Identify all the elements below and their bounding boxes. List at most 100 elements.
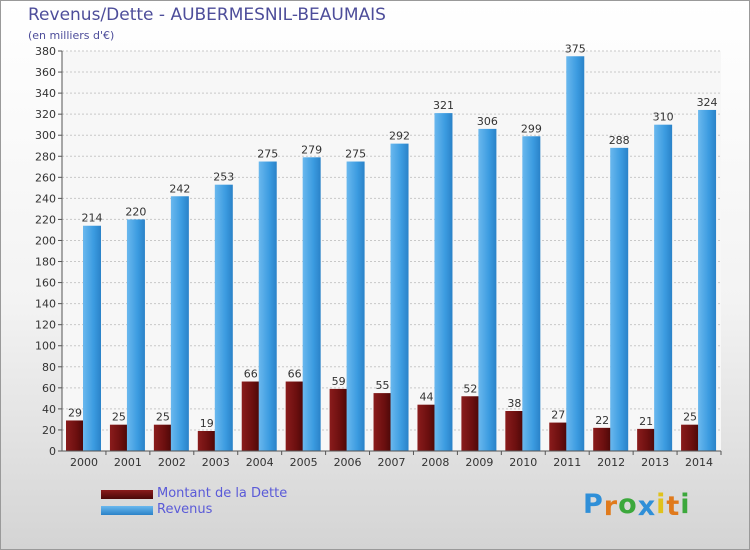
data-label-revenus-2007: 292 xyxy=(389,130,410,143)
data-label-revenus-2001: 220 xyxy=(125,205,146,218)
x-tick-label: 2009 xyxy=(465,456,493,469)
data-label-revenus-2009: 306 xyxy=(477,115,498,128)
data-label-dette-2002: 25 xyxy=(156,411,170,424)
y-tick-label: 120 xyxy=(35,319,56,332)
data-label-revenus-2000: 214 xyxy=(82,212,103,225)
data-label-dette-2011: 27 xyxy=(551,409,565,422)
data-label-revenus-2004: 275 xyxy=(257,148,278,161)
bar-dette-2001 xyxy=(109,424,128,451)
data-label-revenus-2002: 242 xyxy=(169,182,190,195)
x-tick-label: 2008 xyxy=(421,456,449,469)
bar-dette-2005 xyxy=(285,381,304,451)
bar-dette-2004 xyxy=(241,381,260,451)
x-tick-label: 2003 xyxy=(202,456,230,469)
bar-dette-2009 xyxy=(461,396,480,451)
data-label-revenus-2005: 279 xyxy=(301,143,322,156)
bar-dette-2012 xyxy=(593,427,612,451)
data-label-dette-2005: 66 xyxy=(288,368,302,381)
bar-revenus-2008 xyxy=(434,113,453,452)
x-tick-label: 2001 xyxy=(114,456,142,469)
bar-dette-2002 xyxy=(153,424,172,451)
bar-dette-2014 xyxy=(681,424,700,451)
bar-revenus-2006 xyxy=(346,161,365,452)
logo-letter: i xyxy=(680,489,691,520)
bar-revenus-2010 xyxy=(522,136,541,451)
chart-subtitle: (en milliers d'€) xyxy=(28,29,115,42)
y-tick-label: 360 xyxy=(35,66,56,79)
bar-revenus-2002 xyxy=(170,196,189,451)
y-tick-label: 60 xyxy=(42,382,56,395)
x-tick-label: 2002 xyxy=(158,456,186,469)
chart-title: Revenus/Dette - AUBERMESNIL-BEAUMAIS xyxy=(28,5,386,25)
data-label-dette-2008: 44 xyxy=(419,391,433,404)
bar-revenus-2003 xyxy=(214,184,233,451)
x-tick-label: 2005 xyxy=(290,456,318,469)
x-tick-label: 2000 xyxy=(70,456,98,469)
bar-revenus-2000 xyxy=(83,225,101,451)
bar-revenus-2004 xyxy=(258,161,277,452)
y-tick-label: 280 xyxy=(35,150,56,163)
data-label-dette-2000: 29 xyxy=(68,406,82,419)
bar-revenus-2007 xyxy=(390,143,409,451)
x-tick-label: 2014 xyxy=(685,456,713,469)
y-tick-label: 160 xyxy=(35,277,56,290)
bar-revenus-2013 xyxy=(654,124,673,452)
data-label-dette-2004: 66 xyxy=(244,368,258,381)
logo-letter: t xyxy=(666,491,681,522)
y-tick-label: 320 xyxy=(35,108,56,121)
x-tick-label: 2004 xyxy=(246,456,274,469)
y-tick-label: 140 xyxy=(35,298,56,311)
data-label-revenus-2013: 310 xyxy=(653,111,674,124)
x-tick-label: 2007 xyxy=(378,456,406,469)
y-tick-label: 180 xyxy=(35,256,56,269)
data-label-revenus-2006: 275 xyxy=(345,148,366,161)
bar-revenus-2014 xyxy=(698,109,717,452)
y-tick-label: 40 xyxy=(42,403,56,416)
proxiti-logo: Proxiti xyxy=(583,489,691,522)
bar-dette-2010 xyxy=(505,411,524,451)
y-tick-label: 380 xyxy=(35,45,56,58)
bar-dette-2008 xyxy=(417,404,436,451)
y-tick-label: 220 xyxy=(35,213,56,226)
y-tick-label: 0 xyxy=(49,445,56,458)
data-label-revenus-2003: 253 xyxy=(213,171,234,184)
bar-dette-2000 xyxy=(66,420,84,451)
data-label-dette-2010: 38 xyxy=(507,397,521,410)
legend-label-revenus: Revenus xyxy=(157,502,213,517)
data-label-revenus-2008: 321 xyxy=(433,99,454,112)
x-tick-label: 2010 xyxy=(509,456,537,469)
x-tick-label: 2012 xyxy=(597,456,625,469)
logo-letter: o xyxy=(618,489,638,520)
data-label-dette-2012: 22 xyxy=(595,414,609,427)
bar-dette-2013 xyxy=(637,428,656,451)
bar-dette-2006 xyxy=(329,388,348,451)
bar-dette-2007 xyxy=(373,393,392,451)
y-tick-label: 260 xyxy=(35,171,56,184)
bar-revenus-2001 xyxy=(126,219,145,451)
y-tick-label: 340 xyxy=(35,87,56,100)
data-label-revenus-2010: 299 xyxy=(521,122,542,135)
logo-letter: P xyxy=(583,489,604,520)
legend-swatch-dette xyxy=(101,490,153,499)
x-tick-label: 2011 xyxy=(553,456,581,469)
data-label-dette-2001: 25 xyxy=(112,411,126,424)
data-label-dette-2009: 52 xyxy=(463,382,477,395)
data-label-dette-2014: 25 xyxy=(683,411,697,424)
logo-letter: r xyxy=(603,491,619,522)
data-label-dette-2006: 59 xyxy=(332,375,346,388)
legend-label-dette: Montant de la Dette xyxy=(157,486,288,501)
y-tick-label: 100 xyxy=(35,340,56,353)
logo-letter: i xyxy=(656,489,667,520)
data-label-dette-2013: 21 xyxy=(639,415,653,428)
data-label-revenus-2011: 375 xyxy=(565,42,586,55)
y-tick-label: 240 xyxy=(35,192,56,205)
y-tick-label: 300 xyxy=(35,129,56,142)
bar-revenus-2005 xyxy=(302,157,321,451)
bar-revenus-2009 xyxy=(478,128,497,451)
y-tick-label: 200 xyxy=(35,234,56,247)
bar-revenus-2011 xyxy=(566,56,585,452)
y-tick-label: 20 xyxy=(42,424,56,437)
x-tick-label: 2013 xyxy=(641,456,669,469)
x-tick-label: 2006 xyxy=(334,456,362,469)
